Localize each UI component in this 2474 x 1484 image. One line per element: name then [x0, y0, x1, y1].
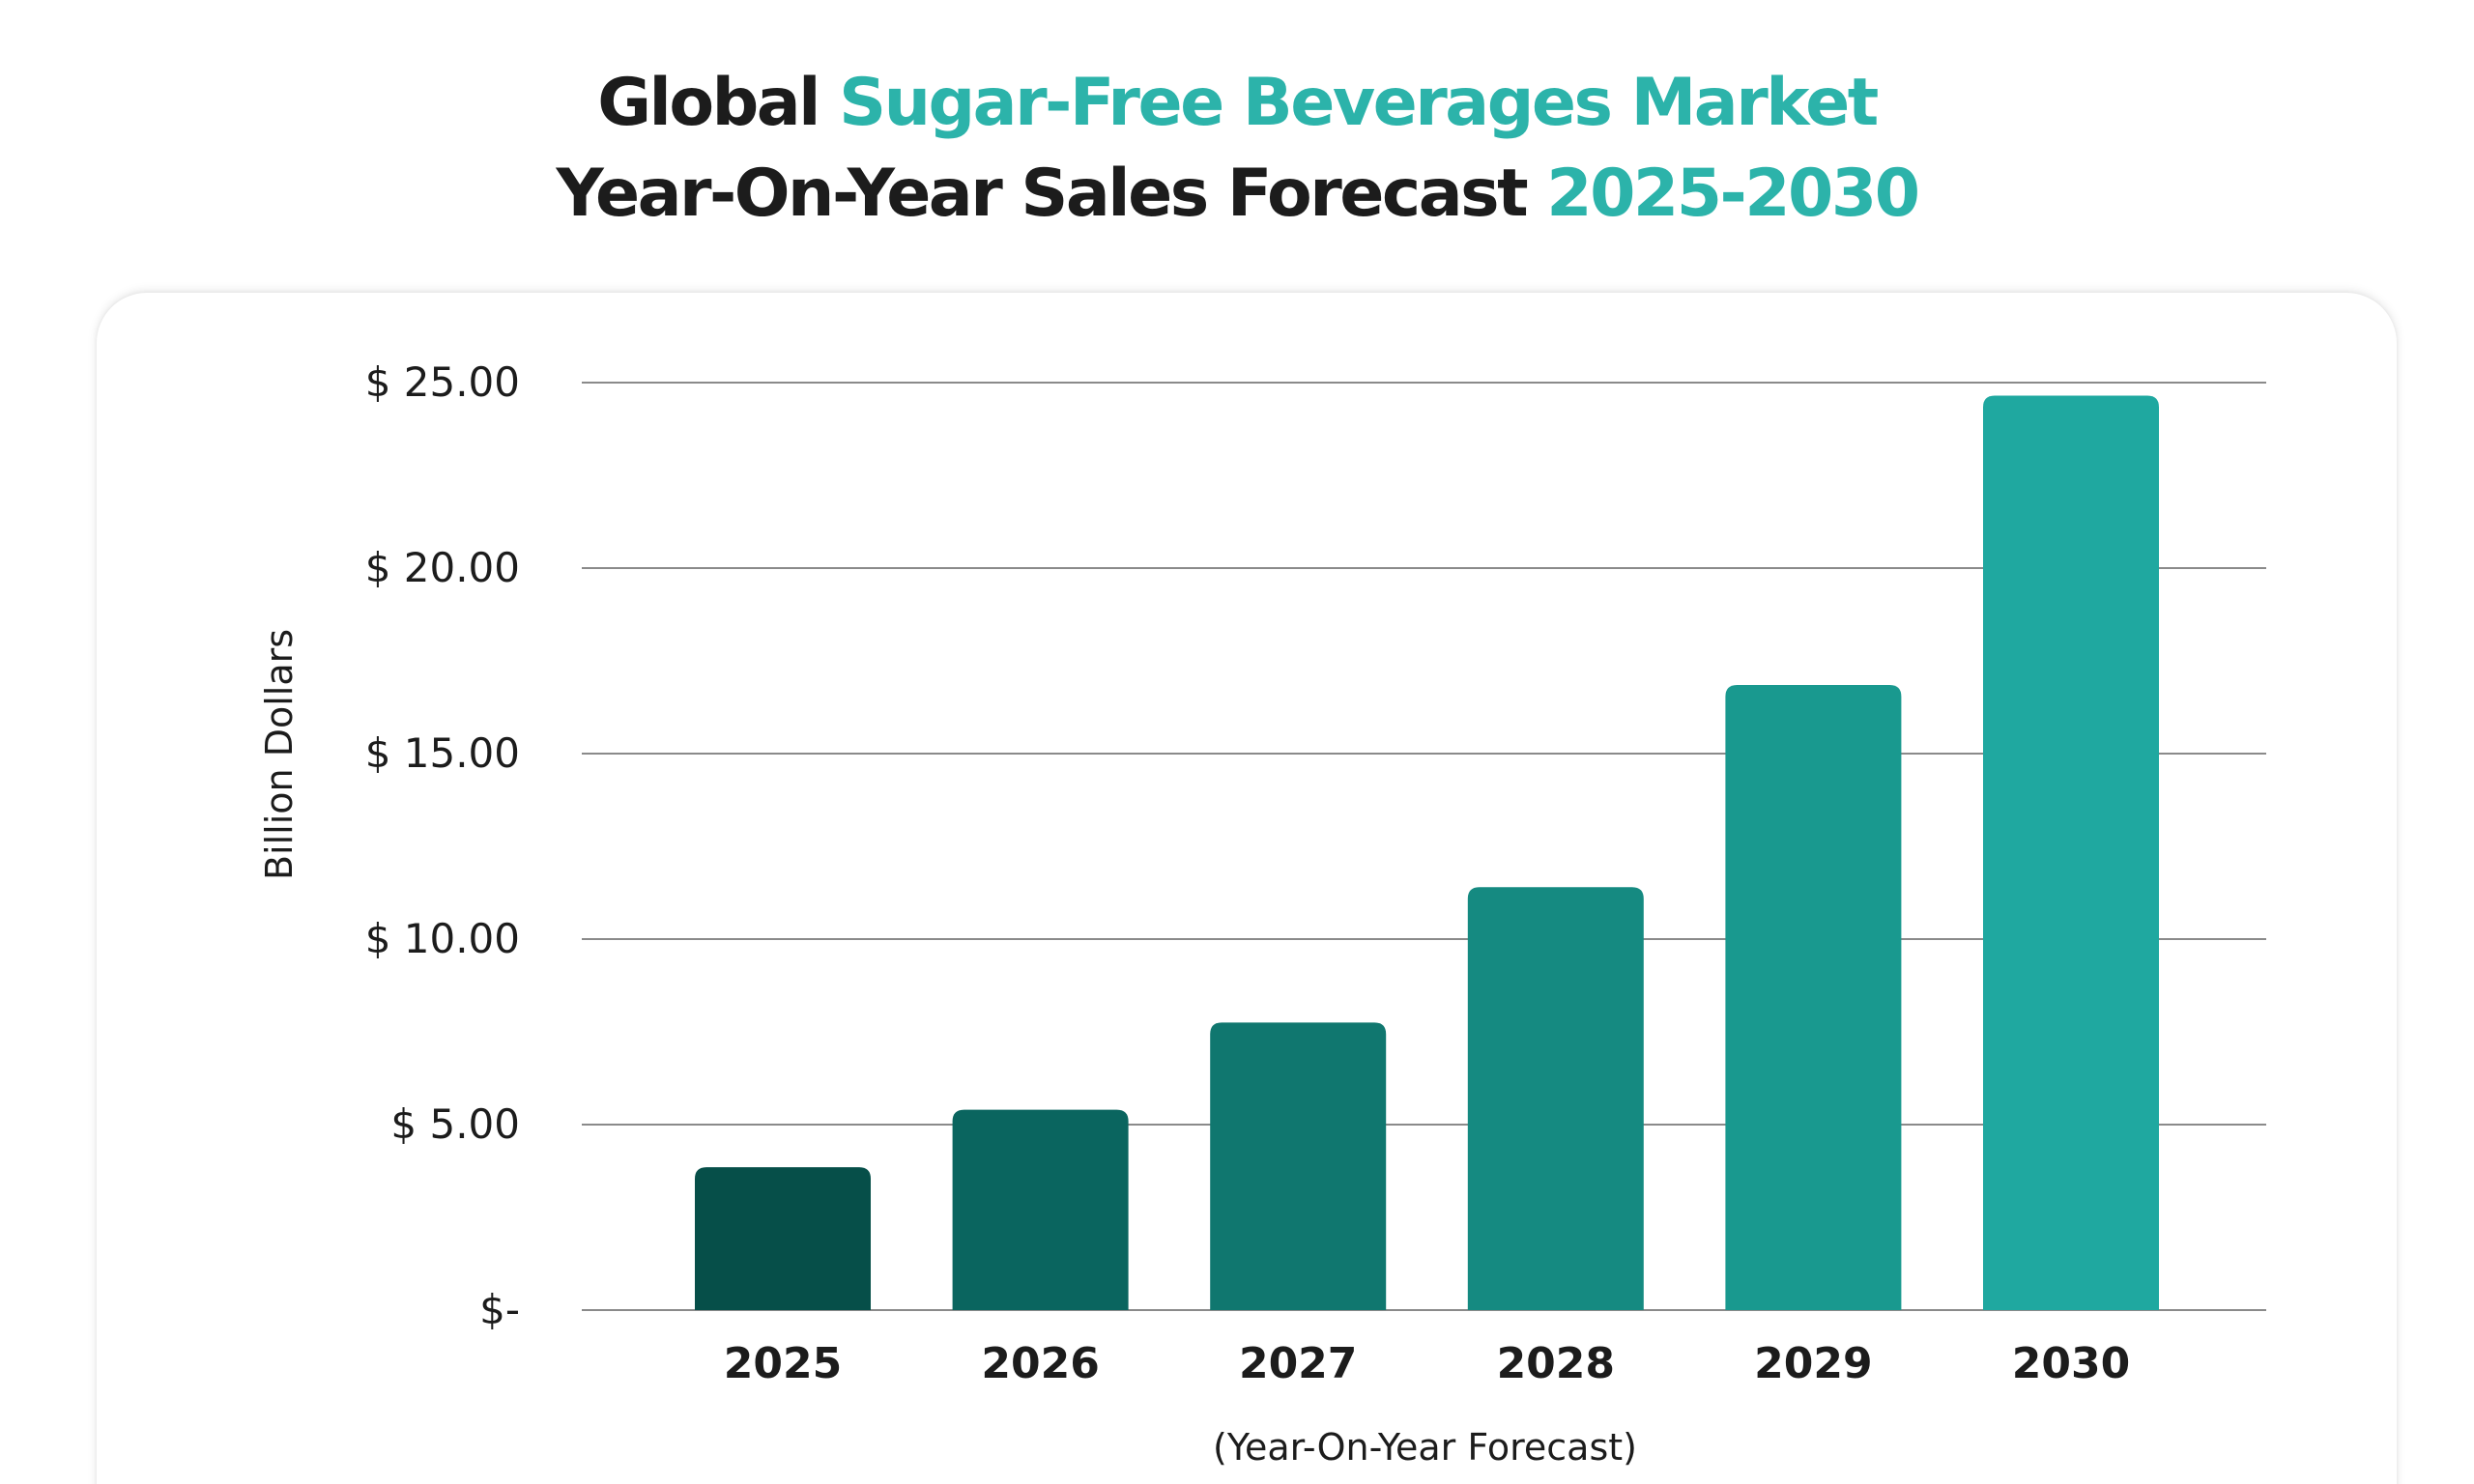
- title-part-accent: Sugar-Free Beverages Market: [839, 65, 1879, 141]
- y-tick-label: $ 25.00: [365, 358, 520, 406]
- bar-2026: [952, 1109, 1129, 1310]
- bar-2030: [1983, 395, 2159, 1310]
- chart-title: Global Sugar-Free Beverages Market Year-…: [0, 58, 2474, 240]
- x-tick-label: 2026: [981, 1339, 1099, 1388]
- y-tick-label: $ 20.00: [365, 544, 520, 591]
- x-tick-label: 2030: [2012, 1339, 2130, 1388]
- y-tick-label: $-: [479, 1286, 520, 1333]
- bars: [695, 395, 2159, 1310]
- y-tick-label: $ 10.00: [365, 915, 520, 962]
- chart-card: $- $ 5.00 $ 10.00 $ 15.00 $ 20.00 $ 25.00 202…: [97, 293, 2397, 1484]
- title-line-2: Year-On-Year Sales Forecast 2025-2030: [0, 149, 2474, 240]
- title-part-accent: 2025-2030: [1546, 156, 1920, 232]
- x-tick-label: 2028: [1497, 1339, 1615, 1388]
- x-tick-label: 2029: [1754, 1339, 1872, 1388]
- x-axis-title: (Year-On-Year Forecast): [1213, 1426, 1637, 1469]
- bar-chart: $- $ 5.00 $ 10.00 $ 15.00 $ 20.00 $ 25.00 202…: [258, 358, 2266, 1469]
- y-axis-ticks: $- $ 5.00 $ 10.00 $ 15.00 $ 20.00 $ 25.00: [365, 358, 520, 1333]
- y-tick-label: $ 15.00: [365, 729, 520, 777]
- title-part: Global: [597, 65, 840, 141]
- y-axis-title: Billion Dollars: [258, 629, 301, 880]
- x-axis-ticks: 2025 2026 2027 2028 2029 2030: [724, 1339, 2130, 1388]
- title-line-1: Global Sugar-Free Beverages Market: [0, 58, 2474, 149]
- x-tick-label: 2027: [1239, 1339, 1357, 1388]
- x-tick-label: 2025: [724, 1339, 842, 1388]
- bar-2025: [695, 1167, 871, 1310]
- y-tick-label: $ 5.00: [390, 1100, 520, 1148]
- bar-2027: [1210, 1022, 1387, 1310]
- bar-2029: [1725, 684, 1902, 1310]
- bar-2028: [1467, 887, 1644, 1310]
- title-part: Year-On-Year Sales Forecast: [556, 156, 1547, 232]
